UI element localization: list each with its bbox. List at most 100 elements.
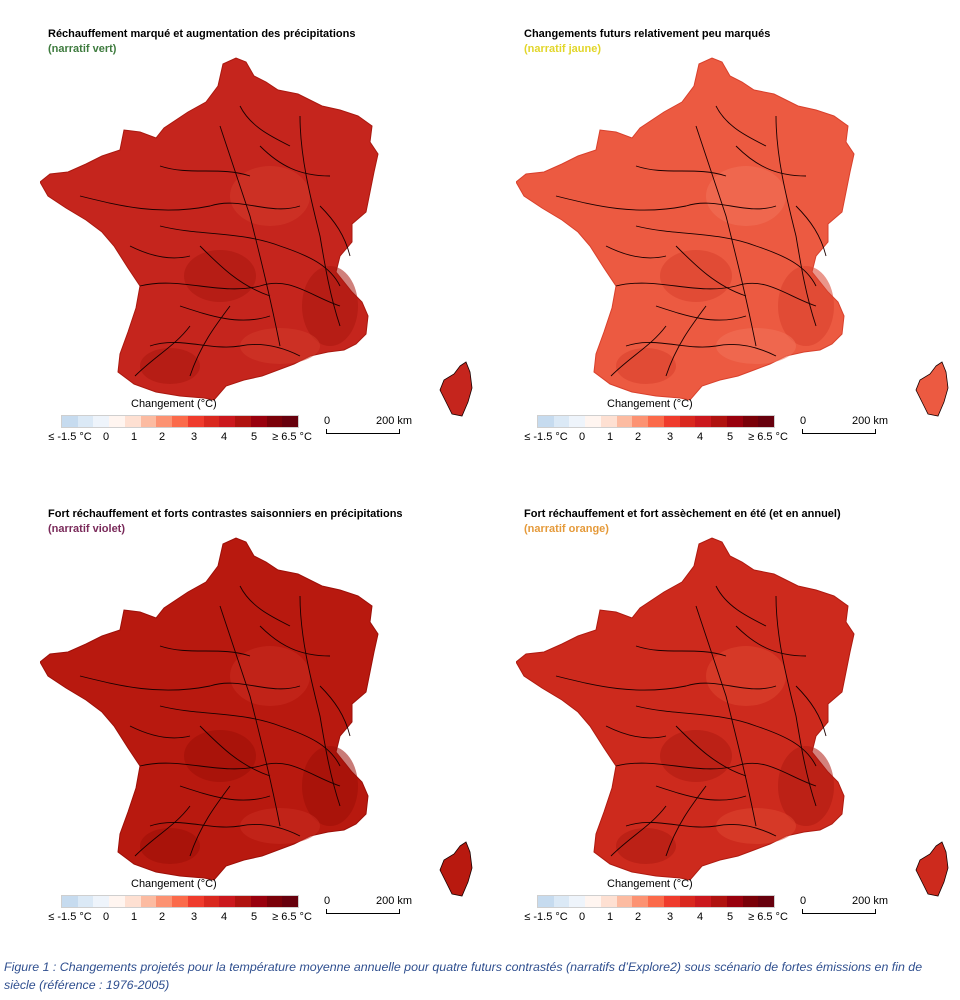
scale-distance-label: 200 km: [852, 415, 889, 427]
legend-swatch: [679, 416, 696, 427]
legend-swatch: [62, 896, 78, 907]
france-map: [516, 57, 949, 417]
legend-tick-label: 5: [726, 431, 734, 443]
river-line: [615, 762, 817, 787]
river-line: [219, 605, 281, 827]
river-line: [635, 165, 727, 177]
legend-swatch: [726, 416, 743, 427]
scale-zero-label: 0: [324, 415, 331, 427]
legend-swatch: [742, 896, 759, 907]
scale-bar: [802, 909, 876, 914]
river-line: [735, 145, 807, 177]
legend-swatch: [600, 896, 617, 907]
river-line: [795, 685, 827, 737]
legend-tick-label: 4: [696, 431, 704, 443]
figure-caption: Figure 1 : Changements projetés pour la …: [4, 960, 923, 992]
legend-swatch: [569, 416, 586, 427]
france-mainland: [516, 57, 855, 401]
temperature-patch: [660, 250, 732, 302]
legend-swatch: [711, 416, 727, 427]
corsica: [439, 361, 473, 417]
legend-swatch: [282, 896, 299, 907]
legend-tick-label: 2: [634, 431, 642, 443]
river-line: [239, 585, 291, 627]
river-line: [555, 195, 777, 211]
legend-swatch: [695, 416, 712, 427]
river-line: [199, 245, 271, 297]
legend-swatch: [616, 896, 633, 907]
legend-title: Changement (°C): [131, 878, 217, 890]
legend-swatch: [219, 896, 236, 907]
river-line: [219, 125, 281, 347]
color-scale-bar: [537, 895, 775, 908]
legend-tick-label: 5: [250, 911, 258, 923]
map-panel: Fort réchauffement et forts contrastes s…: [40, 508, 518, 968]
scale-bar: [326, 909, 400, 914]
temperature-patch: [706, 166, 786, 226]
river-line: [655, 305, 747, 321]
legend-tick-label: 1: [606, 431, 614, 443]
scale-zero-label: 0: [800, 415, 807, 427]
legend-tick-label: 1: [130, 431, 138, 443]
legend-swatch: [140, 896, 157, 907]
river-line: [775, 595, 817, 807]
temperature-patch: [184, 730, 256, 782]
river-line: [555, 675, 777, 691]
panel-title: Fort réchauffement et forts contrastes s…: [48, 508, 403, 520]
river-line: [179, 785, 271, 801]
legend-swatch: [93, 416, 110, 427]
temperature-patch: [140, 828, 200, 864]
temperature-patch: [778, 746, 834, 826]
river-line: [159, 165, 251, 177]
river-line: [610, 805, 667, 857]
legend-swatch: [250, 416, 267, 427]
legend-tick-label: 2: [158, 911, 166, 923]
panel-subtitle: (narratif jaune): [524, 43, 602, 55]
legend-swatch: [569, 896, 586, 907]
river-line: [189, 785, 231, 857]
legend-title: Changement (°C): [607, 398, 693, 410]
legend-swatch: [679, 896, 696, 907]
river-line: [675, 245, 747, 297]
panel-title: Fort réchauffement et fort assèchement e…: [524, 508, 841, 520]
legend-swatch: [585, 896, 601, 907]
corsica: [915, 841, 949, 897]
legend-swatch: [266, 896, 283, 907]
river-line: [665, 785, 707, 857]
legend-swatch: [124, 416, 141, 427]
river-line: [735, 625, 807, 657]
legend-tick-label: 3: [190, 431, 198, 443]
temperature-patch: [230, 646, 310, 706]
legend-swatch: [553, 896, 570, 907]
river-line: [610, 325, 667, 377]
legend-tick-label: 3: [190, 911, 198, 923]
corsica: [439, 841, 473, 897]
river-line: [695, 605, 757, 827]
river-line: [134, 805, 191, 857]
legend-swatch: [156, 416, 173, 427]
legend-tick-label: 4: [696, 911, 704, 923]
river-line: [259, 625, 331, 657]
legend-swatch: [726, 896, 743, 907]
color-scale-bar: [537, 415, 775, 428]
river-line: [605, 725, 667, 739]
river-line: [239, 105, 291, 147]
legend-swatch: [632, 416, 649, 427]
map-panel: Fort réchauffement et fort assèchement e…: [516, 508, 960, 968]
temperature-patch: [302, 266, 358, 346]
legend-swatch: [266, 416, 283, 427]
panel-subtitle: (narratif orange): [524, 523, 609, 535]
map-panel: Changements futurs relativement peu marq…: [516, 28, 960, 488]
legend-tick-label: 4: [220, 911, 228, 923]
scale-zero-label: 0: [800, 895, 807, 907]
legend-swatch: [648, 896, 664, 907]
river-line: [775, 115, 817, 327]
legend-tick-label: 1: [130, 911, 138, 923]
legend-swatch: [140, 416, 157, 427]
temperature-patch: [302, 746, 358, 826]
legend-swatch: [648, 416, 664, 427]
legend-swatch: [62, 416, 78, 427]
panel-title: Changements futurs relativement peu marq…: [524, 28, 771, 40]
legend-swatch: [711, 896, 727, 907]
legend-swatch: [600, 416, 617, 427]
